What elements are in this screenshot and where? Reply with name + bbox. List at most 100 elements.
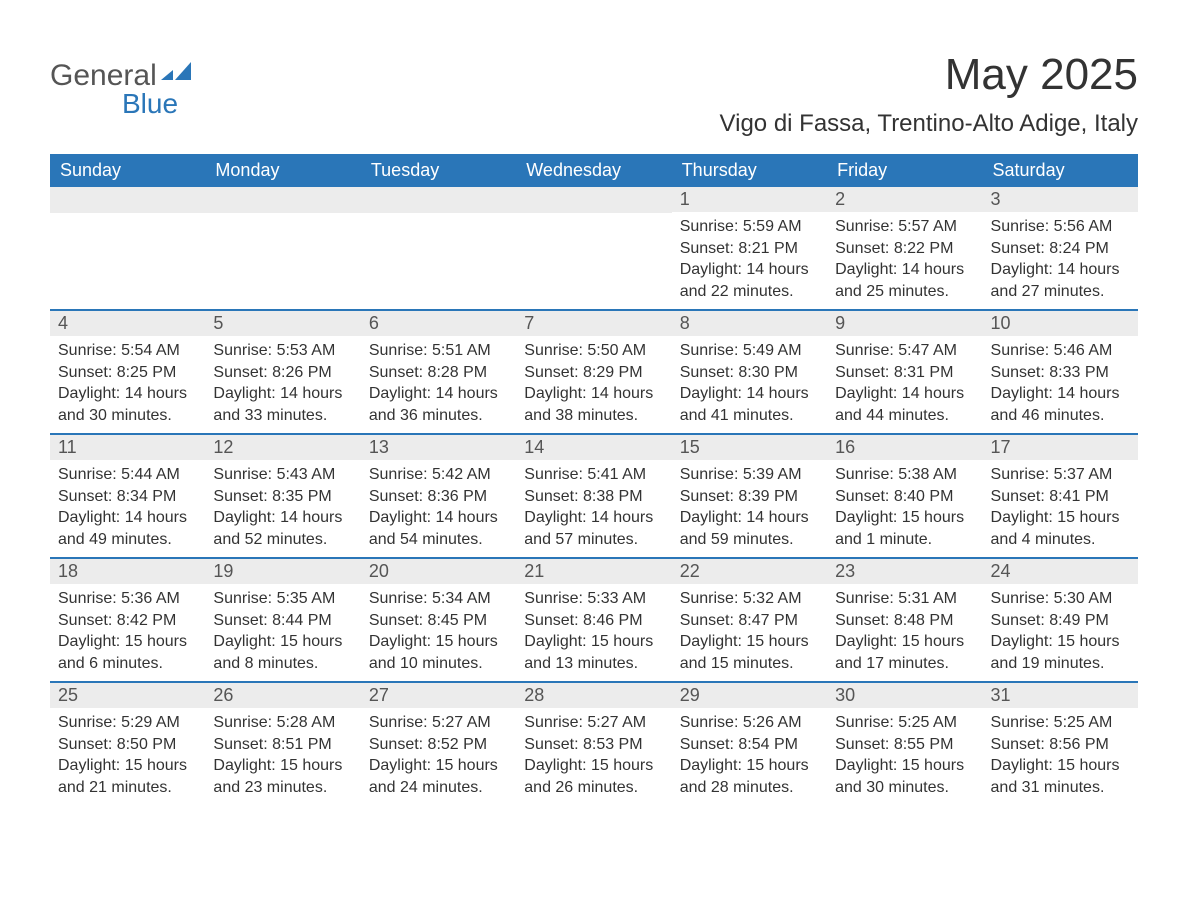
day-cell: 12Sunrise: 5:43 AMSunset: 8:35 PMDayligh… — [205, 435, 360, 557]
daylight-line-2: and 17 minutes. — [835, 653, 974, 675]
day-number: 8 — [672, 311, 827, 336]
daylight-line-2: and 21 minutes. — [58, 777, 197, 799]
sunrise-line: Sunrise: 5:35 AM — [213, 588, 352, 610]
week-row: 4Sunrise: 5:54 AMSunset: 8:25 PMDaylight… — [50, 309, 1138, 433]
day-cell — [361, 187, 516, 309]
daylight-line-1: Daylight: 15 hours — [369, 755, 508, 777]
daylight-line-1: Daylight: 15 hours — [835, 755, 974, 777]
daylight-line-1: Daylight: 14 hours — [680, 383, 819, 405]
sunrise-line: Sunrise: 5:57 AM — [835, 216, 974, 238]
day-body: Sunrise: 5:32 AMSunset: 8:47 PMDaylight:… — [672, 584, 827, 680]
day-of-week-row: Sunday Monday Tuesday Wednesday Thursday… — [50, 154, 1138, 187]
sunset-line: Sunset: 8:25 PM — [58, 362, 197, 384]
day-number: 20 — [361, 559, 516, 584]
weeks-container: 1Sunrise: 5:59 AMSunset: 8:21 PMDaylight… — [50, 187, 1138, 805]
daylight-line-2: and 30 minutes. — [58, 405, 197, 427]
dow-wed: Wednesday — [516, 154, 671, 187]
day-body: Sunrise: 5:56 AMSunset: 8:24 PMDaylight:… — [983, 212, 1138, 308]
daylight-line-1: Daylight: 15 hours — [991, 631, 1130, 653]
sunset-line: Sunset: 8:28 PM — [369, 362, 508, 384]
day-cell: 14Sunrise: 5:41 AMSunset: 8:38 PMDayligh… — [516, 435, 671, 557]
day-number: 14 — [516, 435, 671, 460]
sunrise-line: Sunrise: 5:41 AM — [524, 464, 663, 486]
daylight-line-1: Daylight: 14 hours — [680, 507, 819, 529]
dow-sat: Saturday — [983, 154, 1138, 187]
day-cell: 1Sunrise: 5:59 AMSunset: 8:21 PMDaylight… — [672, 187, 827, 309]
day-number — [516, 187, 671, 213]
day-body: Sunrise: 5:25 AMSunset: 8:56 PMDaylight:… — [983, 708, 1138, 804]
daylight-line-1: Daylight: 15 hours — [835, 631, 974, 653]
day-body: Sunrise: 5:43 AMSunset: 8:35 PMDaylight:… — [205, 460, 360, 556]
sunrise-line: Sunrise: 5:49 AM — [680, 340, 819, 362]
day-body: Sunrise: 5:49 AMSunset: 8:30 PMDaylight:… — [672, 336, 827, 432]
sunset-line: Sunset: 8:45 PM — [369, 610, 508, 632]
day-cell: 22Sunrise: 5:32 AMSunset: 8:47 PMDayligh… — [672, 559, 827, 681]
day-cell: 18Sunrise: 5:36 AMSunset: 8:42 PMDayligh… — [50, 559, 205, 681]
daylight-line-1: Daylight: 15 hours — [991, 755, 1130, 777]
sunrise-line: Sunrise: 5:31 AM — [835, 588, 974, 610]
day-body — [50, 213, 205, 223]
page: General Blue May 2025 Vigo di Fassa, Tre… — [0, 0, 1188, 845]
sunset-line: Sunset: 8:24 PM — [991, 238, 1130, 260]
daylight-line-1: Daylight: 14 hours — [58, 507, 197, 529]
daylight-line-1: Daylight: 14 hours — [369, 383, 508, 405]
day-body: Sunrise: 5:41 AMSunset: 8:38 PMDaylight:… — [516, 460, 671, 556]
sunrise-line: Sunrise: 5:50 AM — [524, 340, 663, 362]
location: Vigo di Fassa, Trentino-Alto Adige, Ital… — [720, 110, 1138, 138]
sunset-line: Sunset: 8:29 PM — [524, 362, 663, 384]
day-cell: 28Sunrise: 5:27 AMSunset: 8:53 PMDayligh… — [516, 683, 671, 805]
day-body: Sunrise: 5:31 AMSunset: 8:48 PMDaylight:… — [827, 584, 982, 680]
day-number: 9 — [827, 311, 982, 336]
day-cell: 4Sunrise: 5:54 AMSunset: 8:25 PMDaylight… — [50, 311, 205, 433]
daylight-line-2: and 59 minutes. — [680, 529, 819, 551]
sunrise-line: Sunrise: 5:30 AM — [991, 588, 1130, 610]
day-number: 25 — [50, 683, 205, 708]
sunset-line: Sunset: 8:36 PM — [369, 486, 508, 508]
daylight-line-1: Daylight: 14 hours — [524, 383, 663, 405]
day-body — [516, 213, 671, 223]
dow-fri: Friday — [827, 154, 982, 187]
daylight-line-2: and 24 minutes. — [369, 777, 508, 799]
sunrise-line: Sunrise: 5:59 AM — [680, 216, 819, 238]
day-cell: 31Sunrise: 5:25 AMSunset: 8:56 PMDayligh… — [983, 683, 1138, 805]
sunset-line: Sunset: 8:52 PM — [369, 734, 508, 756]
day-body: Sunrise: 5:46 AMSunset: 8:33 PMDaylight:… — [983, 336, 1138, 432]
daylight-line-2: and 13 minutes. — [524, 653, 663, 675]
day-cell: 26Sunrise: 5:28 AMSunset: 8:51 PMDayligh… — [205, 683, 360, 805]
daylight-line-2: and 27 minutes. — [991, 281, 1130, 303]
daylight-line-1: Daylight: 15 hours — [369, 631, 508, 653]
day-body: Sunrise: 5:35 AMSunset: 8:44 PMDaylight:… — [205, 584, 360, 680]
month-title: May 2025 — [720, 50, 1138, 100]
daylight-line-1: Daylight: 15 hours — [58, 755, 197, 777]
sunset-line: Sunset: 8:50 PM — [58, 734, 197, 756]
daylight-line-1: Daylight: 15 hours — [680, 631, 819, 653]
sunrise-line: Sunrise: 5:46 AM — [991, 340, 1130, 362]
day-cell: 3Sunrise: 5:56 AMSunset: 8:24 PMDaylight… — [983, 187, 1138, 309]
daylight-line-2: and 36 minutes. — [369, 405, 508, 427]
day-number: 6 — [361, 311, 516, 336]
dow-sun: Sunday — [50, 154, 205, 187]
daylight-line-1: Daylight: 14 hours — [991, 383, 1130, 405]
sunrise-line: Sunrise: 5:43 AM — [213, 464, 352, 486]
day-cell: 6Sunrise: 5:51 AMSunset: 8:28 PMDaylight… — [361, 311, 516, 433]
sunrise-line: Sunrise: 5:37 AM — [991, 464, 1130, 486]
day-cell: 9Sunrise: 5:47 AMSunset: 8:31 PMDaylight… — [827, 311, 982, 433]
day-cell: 5Sunrise: 5:53 AMSunset: 8:26 PMDaylight… — [205, 311, 360, 433]
daylight-line-1: Daylight: 14 hours — [835, 383, 974, 405]
daylight-line-1: Daylight: 15 hours — [680, 755, 819, 777]
header: General Blue May 2025 Vigo di Fassa, Tre… — [50, 50, 1138, 138]
day-body: Sunrise: 5:26 AMSunset: 8:54 PMDaylight:… — [672, 708, 827, 804]
daylight-line-2: and 1 minute. — [835, 529, 974, 551]
sunset-line: Sunset: 8:35 PM — [213, 486, 352, 508]
daylight-line-2: and 30 minutes. — [835, 777, 974, 799]
day-cell: 21Sunrise: 5:33 AMSunset: 8:46 PMDayligh… — [516, 559, 671, 681]
sunset-line: Sunset: 8:56 PM — [991, 734, 1130, 756]
daylight-line-1: Daylight: 14 hours — [835, 259, 974, 281]
daylight-line-1: Daylight: 15 hours — [835, 507, 974, 529]
daylight-line-2: and 10 minutes. — [369, 653, 508, 675]
sunset-line: Sunset: 8:34 PM — [58, 486, 197, 508]
day-cell — [50, 187, 205, 309]
sunrise-line: Sunrise: 5:36 AM — [58, 588, 197, 610]
daylight-line-2: and 28 minutes. — [680, 777, 819, 799]
title-block: May 2025 Vigo di Fassa, Trentino-Alto Ad… — [720, 50, 1138, 138]
